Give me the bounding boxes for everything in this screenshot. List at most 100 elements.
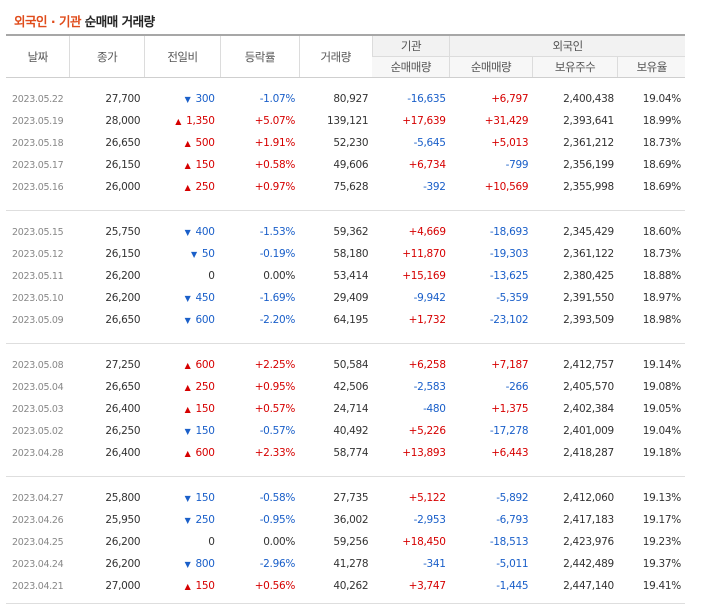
row-rate: 0.00% [263, 536, 296, 548]
row-foreign-ratio: 19.18% [642, 447, 682, 459]
row-institution-net: +5,226 [408, 425, 446, 437]
row-date: 2023.05.15 [12, 226, 64, 238]
row-date: 2023.05.02 [12, 425, 64, 437]
row-rate: +2.33% [254, 447, 296, 459]
row-change-value: 0 [208, 270, 215, 282]
row-change: ▲ 600 [144, 442, 220, 464]
row-foreign-net: -5,011 [496, 558, 529, 570]
row-close: 26,250 [105, 425, 141, 437]
row-foreign-holdings: 2,380,425 [563, 270, 614, 282]
row-change-value: 0 [208, 536, 215, 548]
row-change-value: 150 [195, 403, 215, 415]
row-close: 27,000 [105, 580, 141, 592]
row-change-value: 150 [195, 580, 215, 592]
row-institution-net: +13,893 [402, 447, 446, 459]
header-volume: 거래량 [298, 34, 373, 78]
row-foreign-ratio: 18.73% [642, 248, 682, 260]
row-close: 27,250 [105, 359, 141, 371]
row-close: 28,000 [105, 115, 141, 127]
row-foreign-net: -5,359 [496, 292, 529, 304]
row-foreign-net: -266 [505, 381, 529, 393]
row-volume: 58,180 [333, 248, 369, 260]
row-foreign-holdings: 2,355,998 [563, 181, 614, 193]
row-volume: 53,414 [333, 270, 369, 282]
row-foreign-net: -18,513 [489, 536, 529, 548]
row-foreign-ratio: 18.73% [642, 137, 682, 149]
header-foreign-group: 외국인 [449, 34, 685, 57]
row-change-value: 250 [195, 514, 215, 526]
row-volume: 64,195 [333, 314, 369, 326]
row-foreign-holdings: 2,442,489 [563, 558, 614, 570]
table-row: 2023.04.25 26,200 0 0.00% 59,256 +18,450 -18,5… [6, 531, 685, 553]
table-row: 2023.05.16 26,000 ▲ 250 +0.97% 75,628 -392 +10,… [6, 176, 685, 198]
row-foreign-net: -19,303 [489, 248, 529, 260]
row-change-value: 500 [195, 137, 215, 149]
row-volume: 75,628 [333, 181, 369, 193]
row-close: 25,750 [105, 226, 141, 238]
row-date: 2023.05.16 [12, 181, 64, 193]
header-foreign-ratio: 보유율 [617, 56, 685, 78]
row-foreign-net: -6,793 [496, 514, 529, 526]
row-volume: 52,230 [333, 137, 369, 149]
header-foreign-net: 순매매량 [449, 56, 533, 78]
row-foreign-ratio: 19.37% [642, 558, 682, 570]
row-change: ▼ 400 [144, 221, 220, 243]
down-triangle-icon: ▼ [184, 427, 191, 436]
row-institution-net: +6,734 [408, 159, 446, 171]
row-foreign-holdings: 2,412,060 [563, 492, 614, 504]
row-change-value: 600 [195, 314, 215, 326]
row-rate: +0.56% [254, 580, 296, 592]
table-row: 2023.05.04 26,650 ▲ 250 +0.95% 42,506 -2,583 -2… [6, 376, 685, 398]
group-divider [6, 597, 685, 604]
row-volume: 40,262 [333, 580, 369, 592]
group-divider [6, 198, 685, 211]
row-foreign-holdings: 2,417,183 [563, 514, 614, 526]
row-date: 2023.05.09 [12, 314, 64, 326]
row-foreign-holdings: 2,400,438 [563, 93, 614, 105]
row-institution-net: -9,942 [413, 292, 446, 304]
row-foreign-ratio: 18.99% [642, 115, 682, 127]
table-row: 2023.05.19 28,000 ▲ 1,350 +5.07% 139,121 +17,6… [6, 110, 685, 132]
row-change-value: 250 [195, 381, 215, 393]
table-row: 2023.05.02 26,250 ▼ 150 -0.57% 40,492 +5,226 -1… [6, 420, 685, 442]
trading-volume-table: 날짜 종가 전일비 등락률 거래량 기관 외국인 순매매량 순매매량 보유주수 … [6, 34, 685, 604]
header-date: 날짜 [6, 34, 70, 78]
row-institution-net: +4,669 [408, 226, 446, 238]
row-institution-net: -392 [423, 181, 446, 193]
header-change: 전일비 [143, 34, 221, 78]
table-row: 2023.05.18 26,650 ▲ 500 +1.91% 52,230 -5,645 +5… [6, 132, 685, 154]
row-volume: 27,735 [333, 492, 369, 504]
row-volume: 58,774 [333, 447, 369, 459]
row-rate: +0.58% [254, 159, 296, 171]
row-change-value: 400 [195, 226, 215, 238]
row-close: 26,200 [105, 270, 141, 282]
row-date: 2023.04.21 [12, 580, 64, 592]
row-rate: -1.07% [259, 93, 296, 105]
row-change: ▲ 1,350 [144, 110, 220, 132]
row-close: 26,650 [105, 314, 141, 326]
row-foreign-net: +5,013 [491, 137, 529, 149]
row-close: 26,650 [105, 137, 141, 149]
row-close: 27,700 [105, 93, 141, 105]
row-rate: -0.58% [259, 492, 296, 504]
row-rate: +0.57% [254, 403, 296, 415]
row-foreign-holdings: 2,405,570 [563, 381, 614, 393]
row-rate: -1.53% [259, 226, 296, 238]
row-change-value: 150 [195, 159, 215, 171]
row-change-value: 50 [201, 248, 215, 260]
row-foreign-net: -5,892 [496, 492, 529, 504]
row-foreign-net: +31,429 [484, 115, 529, 127]
up-triangle-icon: ▲ [175, 117, 182, 126]
down-triangle-icon: ▼ [184, 316, 191, 325]
row-rate: +5.07% [254, 115, 296, 127]
row-foreign-ratio: 18.88% [642, 270, 682, 282]
row-change: 0 [144, 531, 220, 553]
row-change: ▼ 250 [144, 509, 220, 531]
row-foreign-ratio: 18.98% [642, 314, 682, 326]
row-institution-net: -341 [423, 558, 446, 570]
row-close: 26,000 [105, 181, 141, 193]
table-row: 2023.05.17 26,150 ▲ 150 +0.58% 49,606 +6,734 -7… [6, 154, 685, 176]
row-close: 26,200 [105, 536, 141, 548]
table-row: 2023.05.09 26,650 ▼ 600 -2.20% 64,195 +1,732 -2… [6, 309, 685, 331]
